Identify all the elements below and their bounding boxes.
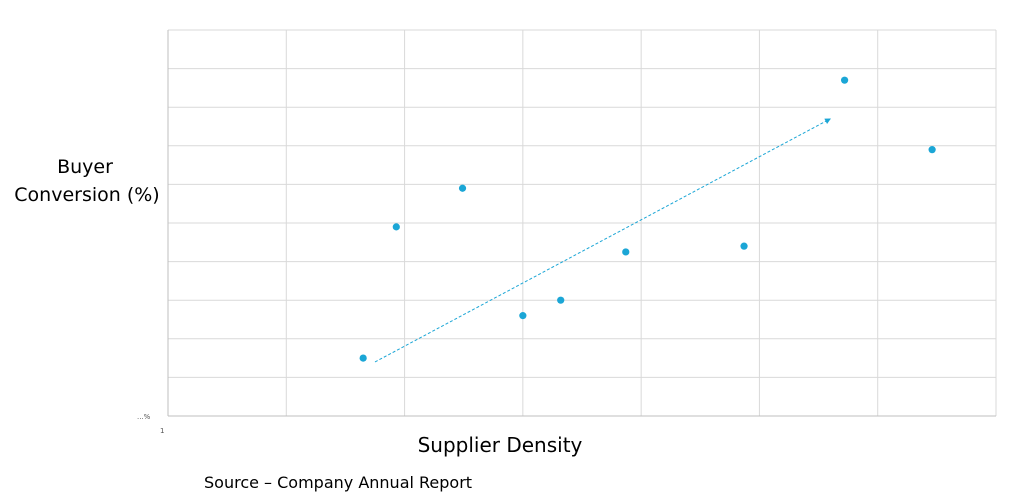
data-point xyxy=(557,296,565,304)
data-point xyxy=(840,76,849,84)
x-origin-tick-label: 1 xyxy=(160,427,164,435)
data-point xyxy=(519,312,527,320)
x-axis-label: Supplier Density xyxy=(418,433,583,457)
y-axis-label-line-2: Conversion (%) xyxy=(14,184,159,206)
data-point xyxy=(740,242,748,250)
trend-arrow-layer xyxy=(374,118,831,363)
data-point xyxy=(392,223,400,231)
axes xyxy=(167,30,996,417)
data-point xyxy=(928,146,936,154)
data-points xyxy=(359,76,936,362)
y-axis-label-line-1: Buyer xyxy=(57,156,113,178)
source-note: Source – Company Annual Report xyxy=(204,473,472,492)
data-point xyxy=(622,248,630,256)
data-point xyxy=(458,184,467,192)
data-point xyxy=(359,354,367,362)
grid xyxy=(167,29,997,417)
trend-arrow xyxy=(374,118,831,363)
y-origin-tick-label: ...% xyxy=(137,413,151,421)
